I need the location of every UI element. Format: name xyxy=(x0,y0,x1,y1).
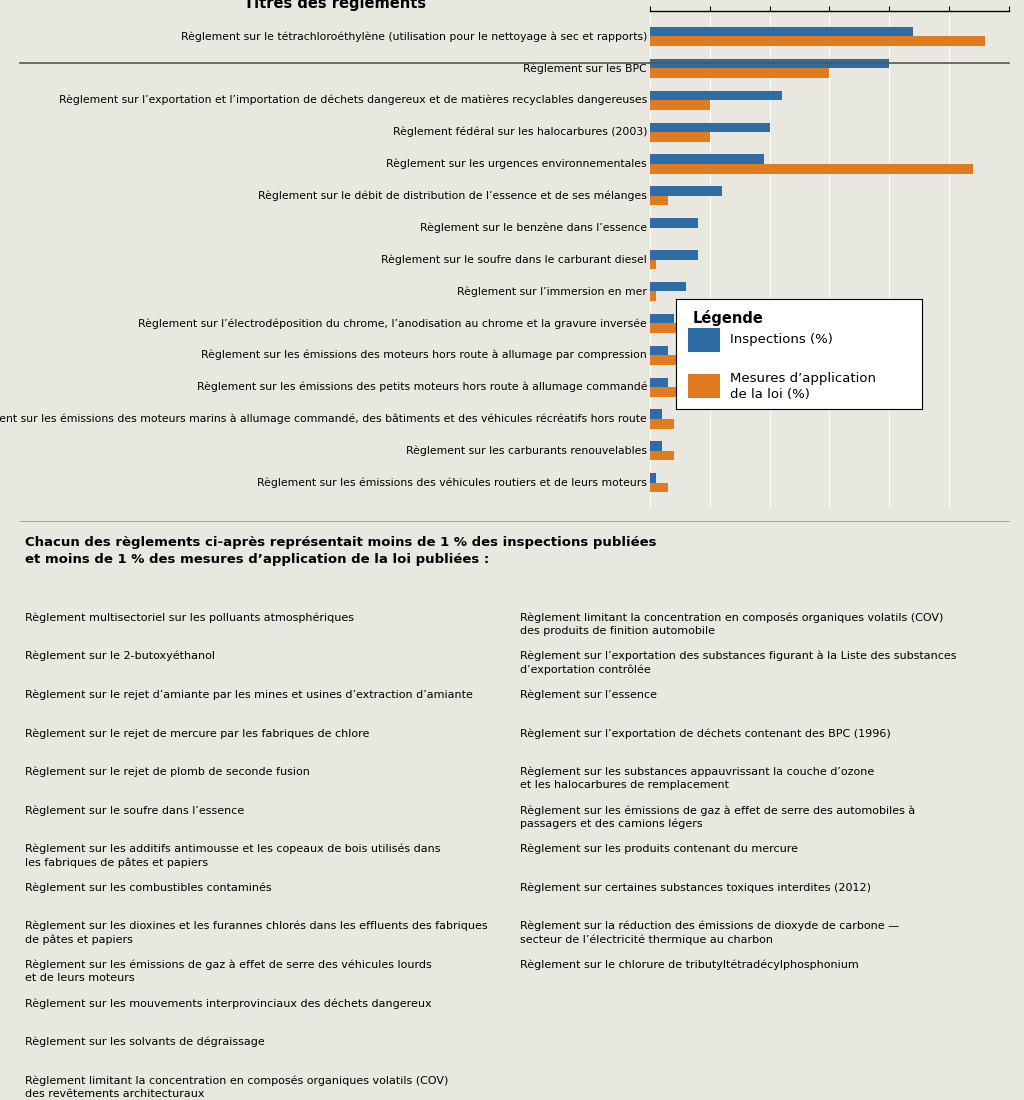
Text: Règlement sur l’exportation des substances figurant à la Liste des substances
d’: Règlement sur l’exportation des substanc… xyxy=(519,651,956,674)
Text: Règlement sur les additifs antimousse et les copeaux de bois utilisés dans
les f: Règlement sur les additifs antimousse et… xyxy=(26,844,441,868)
Text: Règlement sur l’immersion en mer: Règlement sur l’immersion en mer xyxy=(458,286,647,297)
Text: Règlement limitant la concentration en composés organiques volatils (COV)
des re: Règlement limitant la concentration en c… xyxy=(26,1076,449,1099)
Text: Règlement sur le soufre dans le carburant diesel: Règlement sur le soufre dans le carburan… xyxy=(381,254,647,265)
Bar xyxy=(650,100,710,110)
Bar xyxy=(650,186,722,196)
Text: Règlement sur les émissions de gaz à effet de serre des véhicules lourds
et de l: Règlement sur les émissions de gaz à eff… xyxy=(26,959,432,983)
Bar xyxy=(650,292,656,301)
Text: Règlement sur les émissions des véhicules routiers et de leurs moteurs: Règlement sur les émissions des véhicule… xyxy=(257,477,647,488)
Text: Règlement limitant la concentration en composés organiques volatils (COV)
des pr: Règlement limitant la concentration en c… xyxy=(519,613,943,636)
Text: Règlement sur les solvants de dégraissage: Règlement sur les solvants de dégraissag… xyxy=(26,1037,265,1047)
Text: Inspections (%): Inspections (%) xyxy=(730,333,833,346)
Text: Règlement sur les émissions de gaz à effet de serre des automobiles à
passagers : Règlement sur les émissions de gaz à eff… xyxy=(519,805,914,829)
Bar xyxy=(650,26,913,36)
Bar xyxy=(650,314,674,323)
Bar xyxy=(650,122,770,132)
Text: Règlement multisectoriel sur les polluants atmosphériques: Règlement multisectoriel sur les polluan… xyxy=(26,613,354,623)
Bar xyxy=(650,473,656,483)
Text: Règlement sur l’exportation et l’importation de déchets dangereux et de matières: Règlement sur l’exportation et l’importa… xyxy=(58,95,647,106)
Bar xyxy=(650,68,829,78)
Bar xyxy=(650,387,680,397)
Bar xyxy=(650,132,710,142)
Bar xyxy=(650,154,764,164)
Bar xyxy=(650,483,668,493)
Text: Règlement sur la réduction des émissions de dioxyde de carbone —
secteur de l’él: Règlement sur la réduction des émissions… xyxy=(519,921,899,945)
Bar xyxy=(650,164,973,174)
Text: Règlement sur le rejet de mercure par les fabriques de chlore: Règlement sur le rejet de mercure par le… xyxy=(26,728,370,738)
Bar xyxy=(650,260,656,270)
Text: Règlement sur les substances appauvrissant la couche d’ozone
et les halocarbures: Règlement sur les substances appauvrissa… xyxy=(519,767,873,790)
Bar xyxy=(650,377,668,387)
Text: Règlement sur les BPC: Règlement sur les BPC xyxy=(523,63,647,74)
Bar xyxy=(650,58,889,68)
Bar xyxy=(688,328,720,352)
Text: Règlement sur les dioxines et les furannes chlorés dans les effluents des fabriq: Règlement sur les dioxines et les furann… xyxy=(26,921,488,945)
Bar xyxy=(650,355,710,365)
Bar xyxy=(650,419,674,429)
Text: Règlement sur le rejet de plomb de seconde fusion: Règlement sur le rejet de plomb de secon… xyxy=(26,767,310,777)
Text: Règlement sur l’essence: Règlement sur l’essence xyxy=(519,690,656,700)
Bar xyxy=(650,90,781,100)
Text: Règlement sur l’exportation de déchets contenant des BPC (1996): Règlement sur l’exportation de déchets c… xyxy=(519,728,890,738)
Text: Règlement sur l’électrodéposition du chrome, l’anodisation au chrome et la gravu: Règlement sur l’électrodéposition du chr… xyxy=(138,318,647,329)
Text: Règlement sur le chlorure de tributyltétradécylphosphonium: Règlement sur le chlorure de tributyltét… xyxy=(519,959,858,970)
Text: Règlement sur certaines substances toxiques interdites (2012): Règlement sur certaines substances toxiq… xyxy=(519,882,870,893)
Bar xyxy=(650,282,686,292)
Text: Règlement sur le benzène dans l’essence: Règlement sur le benzène dans l’essence xyxy=(420,222,647,233)
Text: Règlement fédéral sur les halocarbures (2003): Règlement fédéral sur les halocarbures (… xyxy=(392,126,647,138)
Text: Règlement sur les combustibles contaminés: Règlement sur les combustibles contaminé… xyxy=(26,882,272,893)
Bar xyxy=(650,250,698,260)
Bar xyxy=(650,345,668,355)
Text: Règlement sur les émissions des moteurs hors route à allumage par compression: Règlement sur les émissions des moteurs … xyxy=(202,350,647,361)
Bar xyxy=(650,409,663,419)
Text: Légende: Légende xyxy=(693,310,764,327)
Text: Règlement sur le débit de distribution de l’essence et de ses mélanges: Règlement sur le débit de distribution d… xyxy=(258,190,647,201)
Bar xyxy=(650,451,674,461)
Text: Règlement sur les carburants renouvelables: Règlement sur les carburants renouvelabl… xyxy=(407,446,647,456)
Bar xyxy=(650,323,686,333)
Bar xyxy=(650,218,698,228)
Text: Règlement sur le soufre dans l’essence: Règlement sur le soufre dans l’essence xyxy=(26,805,245,816)
Text: Règlement sur le 2-butoxyéthanol: Règlement sur le 2-butoxyéthanol xyxy=(26,651,215,661)
Text: Chacun des règlements ci-après représentait moins de 1 % des inspections publiée: Chacun des règlements ci-après représent… xyxy=(26,536,657,565)
Text: Règlement sur les émissions des petits moteurs hors route à allumage commandé: Règlement sur les émissions des petits m… xyxy=(197,382,647,393)
Bar xyxy=(650,196,668,206)
Bar xyxy=(650,36,985,46)
Text: Mesures d’application
de la loi (%): Mesures d’application de la loi (%) xyxy=(730,372,876,400)
Text: Règlement sur le rejet d’amiante par les mines et usines d’extraction d’amiante: Règlement sur le rejet d’amiante par les… xyxy=(26,690,473,700)
Bar xyxy=(650,441,663,451)
Text: Règlement sur les mouvements interprovinciaux des déchets dangereux: Règlement sur les mouvements interprovin… xyxy=(26,998,432,1009)
Text: Titres des règlements: Titres des règlements xyxy=(245,0,426,11)
Text: Règlement sur le tétrachloroéthylène (utilisation pour le nettoyage à sec et rap: Règlement sur le tétrachloroéthylène (ut… xyxy=(180,31,647,42)
Bar xyxy=(688,374,720,398)
Text: Règlement sur les produits contenant du mercure: Règlement sur les produits contenant du … xyxy=(519,844,798,855)
Text: Règlement sur les urgences environnementales: Règlement sur les urgences environnement… xyxy=(386,158,647,169)
Text: Règlement sur les émissions des moteurs marins à allumage commandé, des bâtiment: Règlement sur les émissions des moteurs … xyxy=(0,414,647,425)
